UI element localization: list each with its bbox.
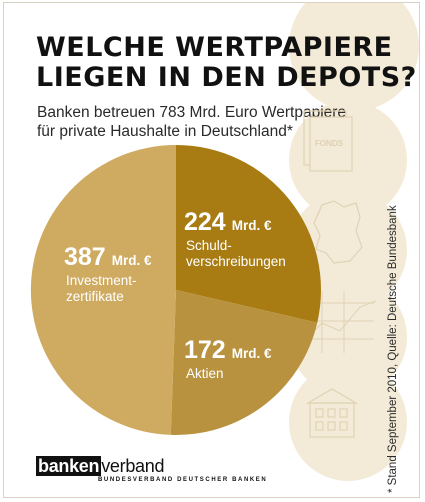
slice-category-0-line-0: Investment-: [66, 273, 137, 288]
slice-category-1-line-1: verschreibungen: [186, 254, 286, 269]
slice-label-0: 387 Mrd. € Investment-zertifikate: [64, 243, 152, 304]
bg-circle-5: [289, 363, 407, 481]
logo-part-verband: verband: [101, 456, 165, 476]
bg-circle-top: [289, 3, 419, 111]
pie-slice-0: [30, 144, 176, 435]
slice-value-2: 172 Mrd. €: [184, 336, 272, 364]
pie-labels: 387 Mrd. € Investment-zertifikate 224 Mrd. €…: [64, 208, 286, 381]
germany-map-icon: [313, 200, 363, 264]
pie-slice-1: [176, 145, 321, 323]
logo-part-banken: banken: [36, 456, 102, 476]
source-footnote: * Stand September 2010, Quelle: Deutsche…: [387, 205, 399, 493]
title-line-1: WELCHE WERTPAPIERE: [36, 32, 393, 63]
infographic: WELCHE WERTPAPIERE LIEGEN IN DEN DEPOTS?…: [3, 2, 420, 498]
logo-tagline: BUNDESVERBAND DEUTSCHER BANKEN: [98, 477, 268, 483]
pie-slice-2: [170, 290, 318, 436]
chart-canvas: FONDS 387 Mrd. € Investment-zertifikate 224…: [30, 110, 377, 438]
slice-category-2-line-0: Aktien: [186, 366, 224, 381]
chart-subtitle: Banken betreuen 783 Mrd. Euro Wertpapier…: [37, 104, 347, 140]
slice-category-0-line-1: zertifikate: [66, 289, 124, 304]
title-line-2: LIEGEN IN DEN DEPOTS?: [36, 62, 417, 93]
document-icon: FONDS: [303, 110, 353, 172]
slice-value-0: 387 Mrd. €: [64, 243, 152, 271]
slice-label-1: 224 Mrd. € Schuld-verschreibungen: [184, 208, 286, 269]
slice-label-2: 172 Mrd. € Aktien: [184, 336, 272, 381]
chart-title: WELCHE WERTPAPIERE LIEGEN IN DEN DEPOTS?: [36, 33, 417, 93]
bankenverband-logo: banken verband BUNDESVERBAND DEUTSCHER BA…: [36, 456, 267, 483]
building-icon: [305, 388, 359, 438]
slice-value-1: 224 Mrd. €: [184, 208, 272, 236]
fonds-label: FONDS: [315, 139, 343, 148]
slice-category-1-line-0: Schuld-: [186, 238, 232, 253]
pie-chart: [30, 144, 321, 436]
